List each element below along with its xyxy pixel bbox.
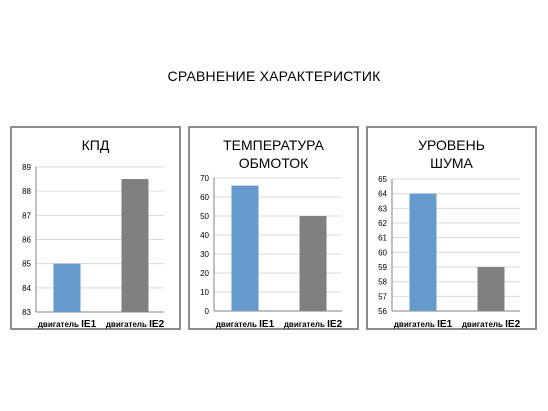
chart-noise-level: 56 57 58 59 60 61 62 63 64 65 двигатель IE1 двигате… (378, 175, 521, 330)
y-tick-label: 59 (378, 263, 387, 272)
chart-title: УРОВЕНЬ ШУМА (368, 136, 535, 172)
x-tick-label: двигатель IE1 (38, 319, 97, 330)
chart-title: КПД (12, 136, 179, 154)
bar-ie2 (121, 179, 149, 312)
y-tick-label: 89 (22, 163, 31, 172)
x-tick-label: двигатель IE2 (106, 319, 165, 330)
chart-title-line: ОБМОТОК (238, 155, 309, 171)
x-tick-label: двигатель IE2 (462, 319, 521, 330)
y-tick-label: 87 (22, 211, 31, 220)
y-tick-label: 56 (378, 307, 387, 316)
page-heading: СРАВНЕНИЕ ХАРАКТЕРИСТИК (167, 68, 381, 84)
y-tick-label: 83 (22, 308, 31, 317)
bar-ie2 (299, 216, 327, 311)
chart-title-line: ТЕМПЕРАТУРА (223, 137, 324, 153)
y-tick-label: 58 (378, 278, 387, 287)
y-tick-label: 0 (205, 307, 210, 316)
y-tick-label: 84 (22, 284, 31, 293)
y-tick-label: 30 (200, 250, 209, 259)
y-tick-label: 50 (200, 212, 209, 221)
chart-title-line: КПД (81, 137, 110, 153)
y-tick-label: 85 (22, 260, 31, 269)
y-tick-label: 64 (378, 190, 387, 199)
y-tick-label: 20 (200, 269, 209, 278)
chart-title: ТЕМПЕРАТУРА ОБМОТОК (190, 136, 357, 172)
bar-ie1 (53, 263, 81, 312)
y-tick-label: 86 (22, 236, 31, 245)
x-tick-label: двигатель IE2 (284, 319, 343, 330)
bar-ie1 (409, 193, 437, 311)
bar-ie1 (231, 185, 259, 311)
chart-title-line: ШУМА (430, 155, 473, 171)
y-tick-label: 62 (378, 219, 387, 228)
x-tick-label: двигатель IE1 (216, 319, 275, 330)
y-tick-label: 88 (22, 187, 31, 196)
x-tick-label: двигатель IE1 (394, 319, 453, 330)
y-tick-label: 61 (378, 234, 387, 243)
bar-ie2 (477, 267, 505, 311)
chart-title-line: УРОВЕНЬ (418, 137, 485, 153)
y-tick-label: 40 (200, 231, 209, 240)
y-tick-label: 57 (378, 292, 387, 301)
y-tick-label: 63 (378, 204, 387, 213)
y-tick-label: 10 (200, 288, 209, 297)
chart-efficiency: 83 84 85 86 87 88 89 двигатель IE1 двигатель IE2 (22, 163, 165, 330)
y-tick-label: 60 (200, 193, 209, 202)
chart-panel-efficiency: КПД 83 84 85 86 87 88 89 двигатель IE1 двигатель… (10, 126, 181, 330)
chart-panel-noise-level: УРОВЕНЬ ШУМА 56 57 58 59 60 61 62 63 64 65 двигате… (366, 126, 537, 330)
chart-panel-winding-temperature: ТЕМПЕРАТУРА ОБМОТОК 0 10 20 30 40 50 60 70 двига… (188, 126, 359, 330)
chart-winding-temperature: 0 10 20 30 40 50 60 70 двигатель IE1 двигатель IE… (200, 174, 343, 330)
y-tick-label: 65 (378, 175, 387, 184)
y-tick-label: 60 (378, 248, 387, 257)
y-tick-label: 70 (200, 174, 209, 183)
